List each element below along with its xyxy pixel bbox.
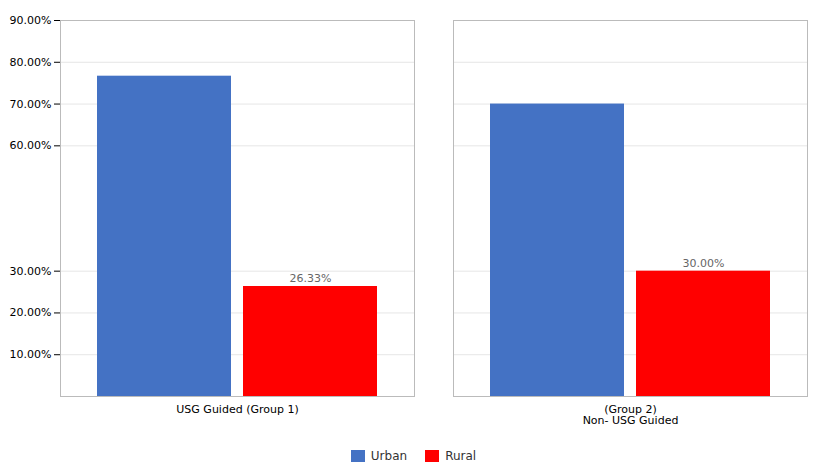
svg-text:USG Guided (Group 1): USG Guided (Group 1) [176,403,298,416]
svg-text:10.00%: 10.00% [10,348,52,361]
svg-text:70.00%: 70.00% [10,98,52,111]
html-text:Rural: Rural [445,449,477,463]
svg-text:30.00%: 30.00% [683,257,725,270]
svg-text:(Group 2)Non- USG Guided: (Group 2)Non- USG Guided [583,403,679,427]
svg-text:60.00%: 60.00% [10,139,52,152]
svg-text:90.00%: 90.00% [10,14,52,27]
svg-text:20.00%: 20.00% [10,306,52,319]
html-text:Urban: Urban [370,449,408,463]
svg-text:26.33%: 26.33% [290,272,332,285]
svg-text:80.00%: 80.00% [10,56,52,69]
svg-text:30.00%: 30.00% [10,265,52,278]
